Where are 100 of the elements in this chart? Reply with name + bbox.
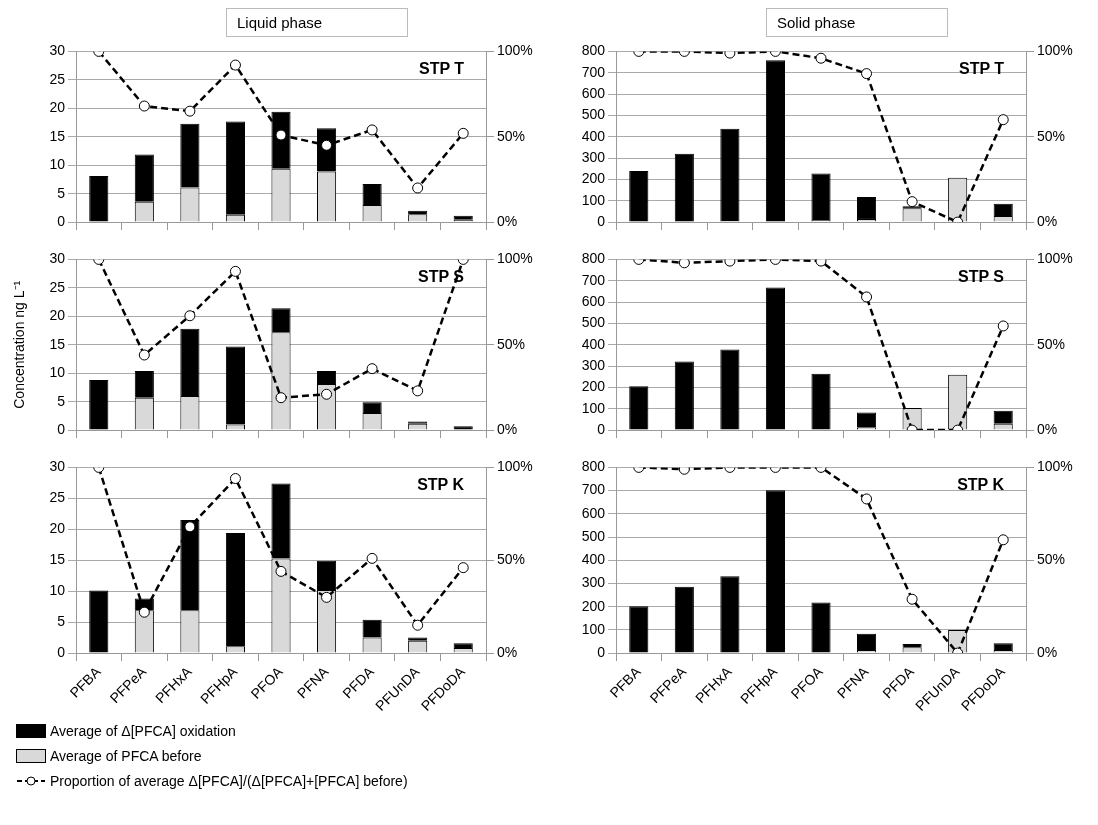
annotation: STP T — [418, 59, 465, 77]
y-tick-label: 15 — [49, 127, 66, 144]
y-tick-label: 15 — [49, 551, 66, 568]
y2-tick-label: 0% — [1037, 643, 1058, 660]
y-tick-label: 700 — [581, 271, 606, 288]
y-tick-label: 0 — [597, 212, 606, 229]
y-tick-label: 0 — [597, 643, 606, 660]
point — [457, 127, 469, 139]
point — [275, 129, 287, 141]
point — [229, 473, 241, 485]
legend-label: Average of Δ[PFCA] oxidation — [50, 722, 236, 739]
point — [184, 105, 196, 117]
y-tick-label: 25 — [49, 278, 66, 295]
point — [412, 619, 424, 631]
point — [184, 521, 196, 533]
y-tick-label: 5 — [57, 612, 66, 629]
point — [678, 259, 690, 269]
bar — [674, 153, 694, 222]
y2-tick-label: 0% — [1037, 420, 1058, 437]
annotation: STP K — [417, 475, 465, 493]
y2-tick-label: 0% — [497, 212, 518, 229]
bar — [765, 60, 786, 222]
y-tick-label: 300 — [581, 148, 606, 165]
y-tick-label: 10 — [49, 364, 66, 381]
point — [366, 552, 378, 564]
y2-tick-label: 50% — [497, 127, 526, 144]
point — [997, 534, 1009, 546]
y-tick-label: 100 — [581, 399, 606, 416]
y-tick-label: 0 — [57, 212, 66, 229]
point — [412, 182, 424, 194]
y-tick-label: 25 — [49, 70, 66, 87]
y2-tick-label: 50% — [1037, 127, 1066, 144]
y-tick-label: 30 — [49, 42, 66, 59]
bar — [811, 373, 831, 430]
bar — [89, 176, 109, 222]
bar — [856, 196, 877, 219]
y-tick-label: 400 — [581, 551, 606, 568]
bar — [720, 349, 740, 430]
point — [906, 593, 918, 605]
y2-tick-label: 100% — [497, 42, 533, 59]
annotation: STP S — [958, 267, 1005, 285]
y-tick-label: 300 — [581, 574, 606, 591]
y-tick-label: 25 — [49, 489, 66, 506]
y-tick-label: 700 — [581, 481, 606, 498]
point — [138, 349, 150, 361]
point — [138, 606, 150, 618]
bar — [674, 586, 694, 653]
point — [275, 565, 287, 577]
y2-tick-label: 50% — [1037, 335, 1066, 352]
y-tick-label: 0 — [57, 643, 66, 660]
bar — [765, 287, 786, 430]
point — [366, 124, 378, 136]
y2-tick-label: 100% — [1037, 42, 1073, 59]
bar — [811, 602, 831, 653]
y-tick-label: 600 — [581, 504, 606, 521]
y-tick-label: 200 — [581, 378, 606, 395]
point — [184, 310, 196, 322]
y-tick-label: 100 — [581, 191, 606, 208]
y-tick-label: 500 — [581, 527, 606, 544]
bar — [811, 173, 831, 220]
y-tick-label: 200 — [581, 170, 606, 187]
bar — [225, 346, 246, 425]
y-tick-label: 5 — [57, 184, 66, 201]
bar — [629, 170, 649, 222]
point — [861, 493, 873, 505]
y-tick-label: 10 — [49, 156, 66, 173]
y2-tick-label: 0% — [497, 643, 518, 660]
y-tick-label: 5 — [57, 392, 66, 409]
legend-label: Average of PFCA before — [50, 747, 202, 764]
y-tick-label: 400 — [581, 335, 606, 352]
legend-label: Proportion of average Δ[PFCA]/(Δ[PFCA]+[PFCA] before) — [50, 772, 408, 789]
y-tick-label: 30 — [49, 250, 66, 267]
y-axis-title: Concentration ng L⁻¹ — [11, 280, 28, 409]
point — [997, 320, 1009, 332]
y-tick-label: 800 — [581, 458, 606, 475]
y-tick-label: 15 — [49, 335, 66, 352]
point — [366, 363, 378, 375]
point — [321, 388, 333, 400]
y-tick-label: 600 — [581, 292, 606, 309]
annotation: STP K — [957, 475, 1005, 493]
point — [229, 59, 241, 71]
y2-tick-label: 100% — [1037, 458, 1073, 475]
y2-tick-label: 100% — [497, 458, 533, 475]
y2-tick-label: 50% — [497, 551, 526, 568]
point — [861, 291, 873, 303]
bar — [271, 483, 291, 559]
point — [138, 100, 150, 112]
y-tick-label: 200 — [581, 597, 606, 614]
bar — [674, 361, 694, 430]
bar — [765, 490, 786, 653]
y-tick-label: 800 — [581, 42, 606, 59]
bar — [720, 128, 740, 222]
point — [275, 392, 287, 404]
point — [861, 68, 873, 80]
y-tick-label: 20 — [49, 307, 66, 324]
point — [457, 562, 469, 574]
chart-title: Solid phase — [766, 8, 948, 37]
bar — [271, 111, 291, 169]
bar — [89, 590, 109, 653]
y2-tick-label: 0% — [1037, 212, 1058, 229]
